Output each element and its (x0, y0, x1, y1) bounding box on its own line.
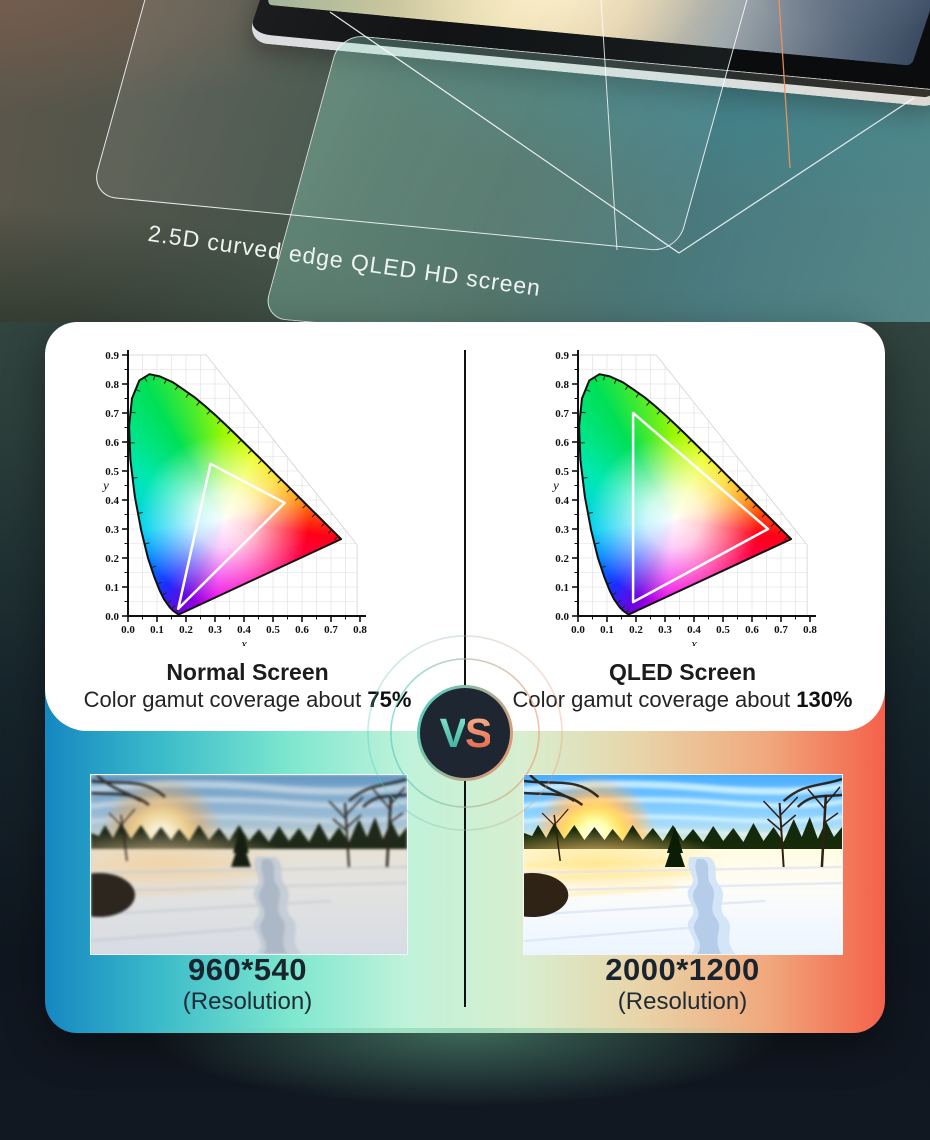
svg-text:0.6: 0.6 (555, 437, 569, 449)
svg-text:0.8: 0.8 (105, 379, 119, 391)
svg-text:0.8: 0.8 (555, 379, 569, 391)
svg-text:0.2: 0.2 (179, 624, 193, 636)
cie-axes-and-triangle: 0.0 0.1 0.2 0.3 0.4 0.5 0.6 0.7 0.8 0.0 0.1 0.2 0.3 0… (101, 350, 367, 646)
coverage-prefix: Color gamut coverage about (83, 687, 368, 712)
svg-text:0.5: 0.5 (266, 624, 280, 636)
low-resolution-block: 960*540 (Resolution) (45, 952, 450, 1016)
svg-text:0.4: 0.4 (105, 495, 119, 507)
resolution-value: 2000*1200 (605, 952, 760, 987)
cie-axes-and-triangle: 0.0 0.1 0.2 0.3 0.4 0.5 0.6 0.7 0.8 0.0 0.1 0.2 0.3 0… (551, 350, 817, 646)
photo-low-resolution (90, 774, 408, 955)
resolution-label: (Resolution) (617, 988, 748, 1015)
cie-diagram-normal: 0.0 0.1 0.2 0.3 0.4 0.5 0.6 0.7 0.8 0.0 0.1 0.2 0.3 0… (95, 346, 375, 646)
svg-text:0.3: 0.3 (555, 524, 569, 536)
vs-letter-v: V (439, 709, 467, 756)
svg-text:0.9: 0.9 (105, 350, 119, 362)
svg-text:x: x (240, 636, 247, 646)
svg-text:0.6: 0.6 (105, 437, 119, 449)
svg-text:0.1: 0.1 (555, 582, 569, 594)
coverage-value: 130% (796, 687, 853, 712)
svg-text:0.8: 0.8 (353, 624, 367, 636)
svg-text:0.1: 0.1 (105, 582, 119, 594)
svg-text:0.1: 0.1 (600, 624, 614, 636)
svg-text:0.3: 0.3 (658, 624, 672, 636)
svg-text:y: y (101, 478, 109, 493)
normal-screen-coverage: Color gamut coverage about 75% (45, 686, 450, 714)
svg-text:0.5: 0.5 (105, 466, 119, 478)
svg-text:0.0: 0.0 (555, 611, 569, 623)
svg-text:0.5: 0.5 (555, 466, 569, 478)
svg-text:0.3: 0.3 (105, 524, 119, 536)
cie-diagram-qled: 0.0 0.1 0.2 0.3 0.4 0.5 0.6 0.7 0.8 0.0 0.1 0.2 0.3 0… (545, 346, 825, 646)
cover-glass-layer (90, 0, 792, 253)
winter-landscape-art (524, 775, 842, 954)
vs-letter-s: S (465, 709, 492, 756)
normal-screen-label-block: Normal Screen Color gamut coverage about… (45, 658, 450, 714)
svg-text:0.6: 0.6 (745, 624, 759, 636)
svg-text:0.7: 0.7 (105, 408, 119, 420)
high-resolution-block: 2000*1200 (Resolution) (480, 952, 885, 1016)
svg-text:0.5: 0.5 (716, 624, 730, 636)
winter-landscape-art (91, 775, 407, 954)
svg-text:0.0: 0.0 (105, 611, 119, 623)
resolution-label: (Resolution) (182, 988, 313, 1015)
qled-screen-label-block: QLED Screen Color gamut coverage about 1… (480, 658, 885, 714)
svg-text:0.0: 0.0 (121, 624, 135, 636)
svg-text:0.7: 0.7 (324, 624, 338, 636)
svg-text:0.4: 0.4 (687, 624, 701, 636)
svg-text:0.6: 0.6 (295, 624, 309, 636)
svg-text:0.2: 0.2 (555, 553, 569, 565)
coverage-prefix: Color gamut coverage about (512, 687, 797, 712)
hero-section: 2.5D curved edge QLED HD screen (0, 0, 930, 322)
qled-screen-title: QLED Screen (609, 659, 756, 685)
svg-text:0.9: 0.9 (555, 350, 569, 362)
svg-text:0.2: 0.2 (629, 624, 643, 636)
svg-text:0.1: 0.1 (150, 624, 164, 636)
resolution-value: 960*540 (187, 952, 307, 987)
normal-screen-title: Normal Screen (166, 659, 329, 685)
svg-text:0.2: 0.2 (105, 553, 119, 565)
svg-text:0.4: 0.4 (555, 495, 569, 507)
svg-text:0.4: 0.4 (237, 624, 251, 636)
svg-text:0.3: 0.3 (208, 624, 222, 636)
svg-text:y: y (551, 478, 559, 493)
qled-screen-coverage: Color gamut coverage about 130% (480, 686, 885, 714)
svg-text:x: x (690, 636, 697, 646)
svg-text:0.8: 0.8 (803, 624, 817, 636)
svg-text:0.7: 0.7 (555, 408, 569, 420)
svg-text:0.0: 0.0 (571, 624, 585, 636)
photo-high-resolution (523, 774, 843, 955)
svg-text:0.7: 0.7 (774, 624, 788, 636)
